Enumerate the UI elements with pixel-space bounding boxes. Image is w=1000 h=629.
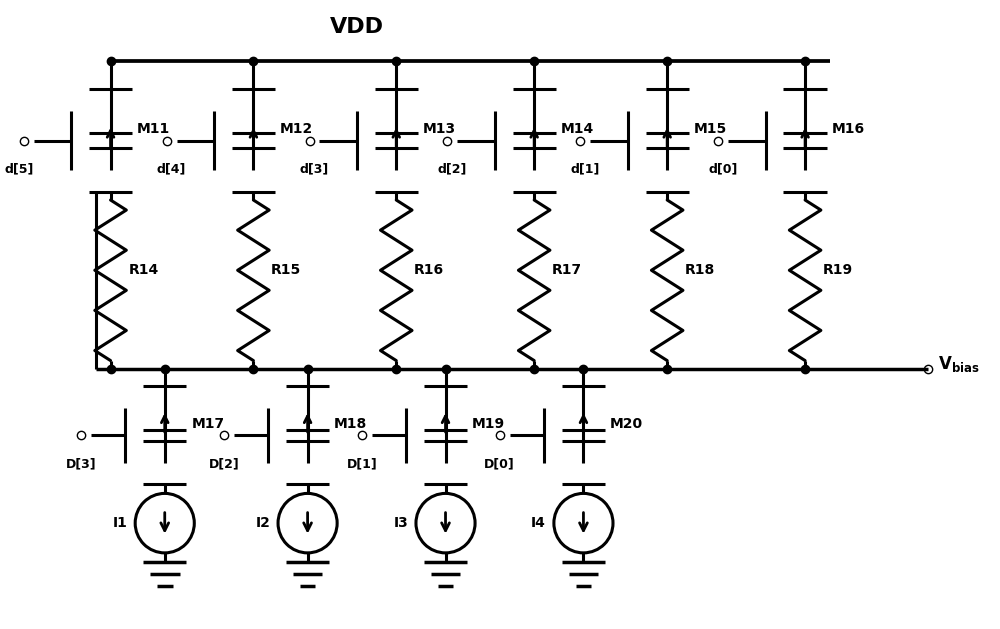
Text: M17: M17 (191, 416, 224, 430)
Text: I3: I3 (393, 516, 408, 530)
Text: I2: I2 (255, 516, 270, 530)
Text: R19: R19 (823, 264, 853, 277)
Text: D[0]: D[0] (484, 457, 515, 470)
Text: D[1]: D[1] (346, 457, 377, 470)
Text: d[3]: d[3] (300, 162, 329, 175)
Text: M15: M15 (694, 121, 727, 136)
Text: I1: I1 (112, 516, 127, 530)
Text: d[5]: d[5] (4, 162, 34, 175)
Text: I4: I4 (531, 516, 546, 530)
Text: M11: M11 (137, 121, 170, 136)
Text: D[3]: D[3] (66, 457, 96, 470)
Text: M18: M18 (334, 416, 367, 430)
Text: M14: M14 (561, 121, 594, 136)
Text: M20: M20 (610, 416, 643, 430)
Text: M19: M19 (472, 416, 505, 430)
Text: $\mathbf{V}_{\mathbf{bias}}$: $\mathbf{V}_{\mathbf{bias}}$ (938, 353, 980, 374)
Text: d[4]: d[4] (157, 162, 186, 175)
Text: R17: R17 (552, 264, 582, 277)
Text: M12: M12 (280, 121, 313, 136)
Text: R18: R18 (685, 264, 715, 277)
Text: R16: R16 (414, 264, 444, 277)
Text: R14: R14 (128, 264, 159, 277)
Text: d[1]: d[1] (571, 162, 600, 175)
Text: D[2]: D[2] (208, 457, 239, 470)
Text: M16: M16 (832, 121, 865, 136)
Text: M13: M13 (423, 121, 456, 136)
Text: R15: R15 (271, 264, 301, 277)
Text: VDD: VDD (330, 16, 384, 36)
Text: d[2]: d[2] (438, 162, 467, 175)
Text: d[0]: d[0] (709, 162, 738, 175)
